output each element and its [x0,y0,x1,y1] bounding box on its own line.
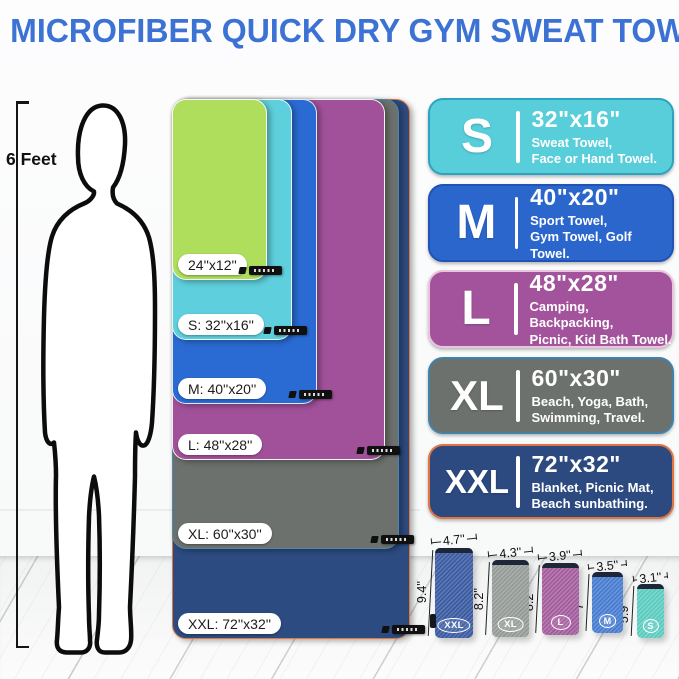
brand-tag-icon [249,266,282,275]
folded-towel-xl: XL [492,560,529,637]
size-dimensions: 60"x30" [531,364,621,391]
brand-tag-icon [381,535,414,544]
folded-size-label: XL [497,617,524,632]
size-letter: XXL [444,463,510,500]
size-pill-xxl: XXL: 72''x32'' [178,613,282,634]
size-description-line2: Face or Hand Towel. [531,151,657,166]
brand-tag-icon [367,446,400,455]
size-description-line1: Beach, Yoga, Bath, [531,393,649,409]
size-description-line1: Sport Towel, [530,213,608,229]
size-dimensions: 40"x20" [530,184,620,211]
size-dimensions: 48"x28" [529,270,619,297]
size-letter: M [456,196,497,249]
divider [514,283,518,335]
brand-tag-icon [274,326,307,335]
size-description-line2: Swimming, Travel. [531,410,645,425]
height-measure-xxl: 9.4'' [415,580,429,604]
folded-towel-xxl: XXL [430,548,473,638]
size-dimensions: 32"x16" [531,105,621,132]
card-text: 60"x30" Beach, Yoga, Bath, Swimming, Tra… [532,365,649,427]
card-text: 48"x28" Camping, Backpacking, Picnic, Ki… [530,270,672,348]
size-pill-mini: 24''x12'' [178,254,247,275]
person-silhouette [41,103,158,655]
size-description-line1: Camping, Backpacking, [529,299,614,331]
folded-size-label: S [642,619,659,633]
folded-towel-s: S [637,584,664,638]
size-pill-m: M: 40''x20'' [178,378,267,399]
size-card-xxl: XXL 72"x32" Blanket, Picnic Mat, Beach s… [428,444,674,519]
folded-towel-m: M [592,572,623,633]
folded-size-label: M [598,614,617,628]
size-description-line2: Gym Towel, Golf Towel. [530,229,632,261]
card-text: 72"x32" Blanket, Picnic Mat, Beach sunba… [532,451,654,513]
size-dimensions: 72"x32" [531,450,621,477]
size-card-s: S 32"x16" Sweat Towel, Face or Hand Towe… [428,98,674,175]
page-title: MICROFIBER QUICK DRY GYM SWEAT TOWEL [10,12,679,49]
size-card-l: L 48"x28" Camping, Backpacking, Picnic, … [428,270,674,348]
size-description-line1: Sweat Towel, [531,134,613,150]
height-reference-label: 6 Feet [6,149,57,169]
width-measure-xxl: 4.7'' [430,532,477,549]
size-card-xl: XL 60"x30" Beach, Yoga, Bath, Swimming, … [428,357,674,434]
height-bracket [16,101,30,648]
folded-size-label: L [550,615,571,630]
card-text: 32"x16" Sweat Towel, Face or Hand Towel. [532,106,657,168]
size-pill-s: S: 32''x16'' [178,314,264,335]
folded-towel-l: L [542,563,579,635]
size-pill-l: L: 48''x28'' [178,434,263,455]
size-letter: XL [450,371,504,419]
brand-tag-icon [392,625,425,634]
size-card-m: M 40"x20" Sport Towel, Gym Towel, Golf T… [428,184,674,262]
height-measure-xl: 8.2'' [472,587,486,611]
size-pill-xl: XL: 60''x30'' [178,523,272,544]
divider [516,369,520,422]
size-description-line2: Beach sunbathing. [531,496,648,511]
brand-tag-icon [299,390,332,399]
flat-towel-mini: 24''x12'' [172,99,282,280]
card-text: 40"x20" Sport Towel, Gym Towel, Golf Tow… [530,184,672,262]
divider [516,455,520,508]
size-letter: S [460,109,493,163]
size-description-line1: Blanket, Picnic Mat, [531,479,654,495]
size-description-line2: Picnic, Kid Bath Towel. [529,331,672,347]
folded-size-label: XXL [437,618,471,633]
size-letter: L [461,282,491,335]
divider [516,110,520,163]
divider [514,197,519,249]
